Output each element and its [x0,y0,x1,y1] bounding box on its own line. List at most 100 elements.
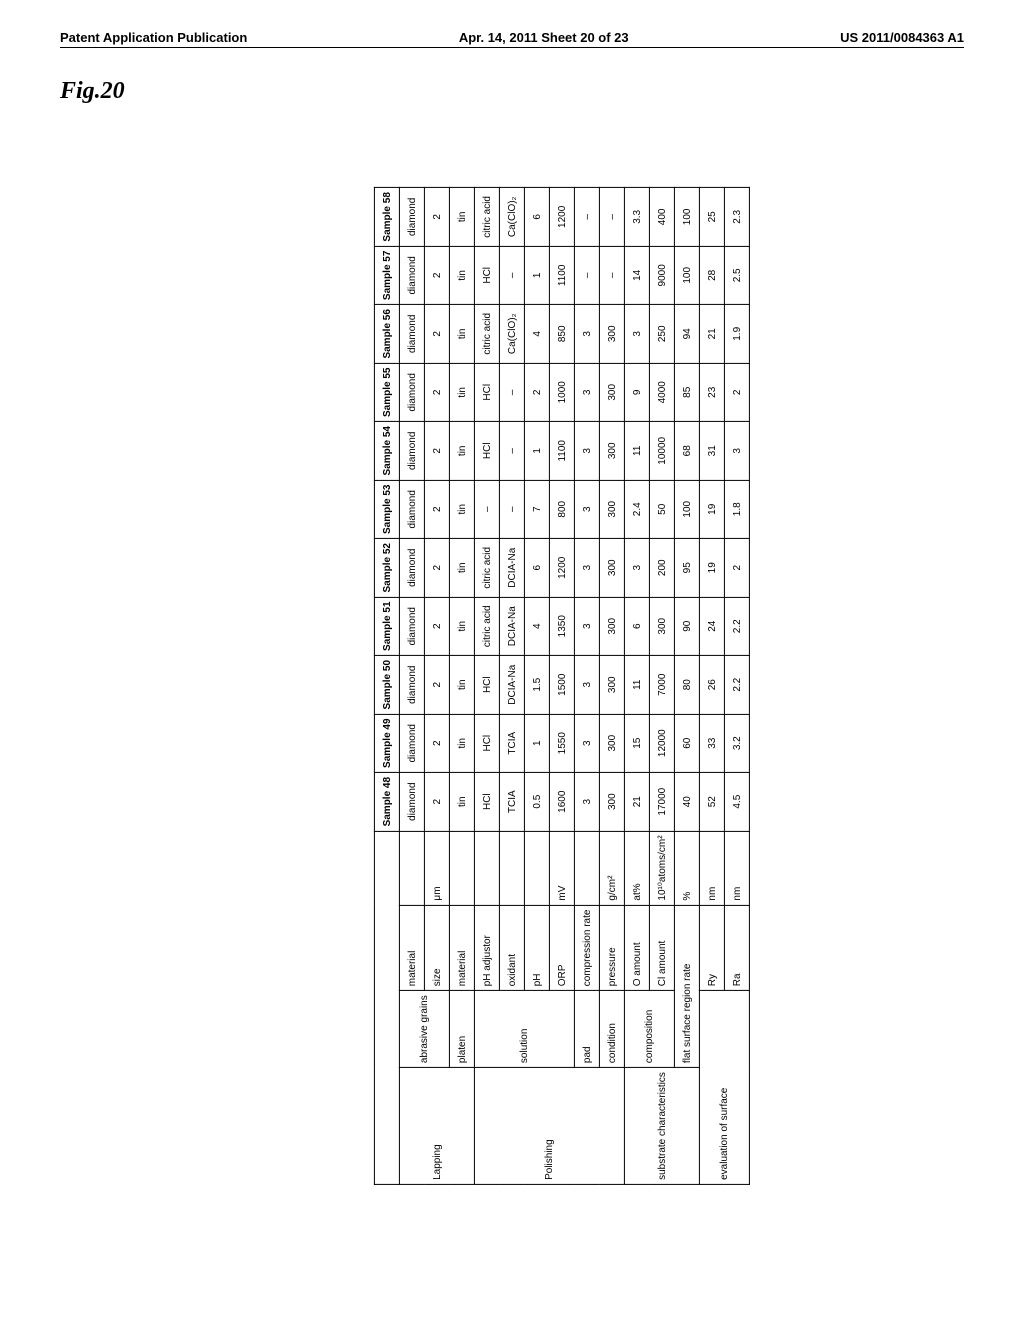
cell: tin [449,480,474,538]
cell: 40 [674,772,699,830]
cell: diamond [399,597,424,655]
cell: 1100 [549,422,574,480]
cell: 3 [574,480,599,538]
unit: nm [699,831,724,905]
cell: 300 [599,305,624,363]
cell: HCl [474,655,499,713]
header-right: US 2011/0084363 A1 [840,30,964,45]
param-orp: ORP [549,905,574,991]
cell: 3 [624,539,649,597]
subgroup-pad: pad [574,991,599,1068]
cell: 2 [724,363,749,421]
param-platen-material: material [449,905,474,991]
cell: 4000 [649,363,674,421]
cell: 6 [624,597,649,655]
cell: 1100 [549,246,574,304]
cell: 4 [524,305,549,363]
cell: – [574,188,599,246]
cell: 15 [624,714,649,772]
param-oxidant: oxidant [499,905,524,991]
cell: HCl [474,422,499,480]
subgroup-solution: solution [474,991,574,1068]
cell: 2 [424,246,449,304]
cell: – [574,246,599,304]
cell: 7 [524,480,549,538]
cell: 21 [699,305,724,363]
cell: citric acid [474,597,499,655]
cell: 3 [574,539,599,597]
cell: TCIA [499,772,524,830]
cell: 3 [724,422,749,480]
cell: 3 [574,772,599,830]
group-evaluation: evaluation of surface [699,991,749,1185]
cell: 3.3 [624,188,649,246]
cell: 1 [524,246,549,304]
cell: tin [449,305,474,363]
cell: 300 [599,655,624,713]
cell: 10000 [649,422,674,480]
sample-header-3: Sample 51 [374,597,399,655]
subgroup-composition: composition [624,991,674,1068]
cell: diamond [399,422,424,480]
cell: 2 [424,597,449,655]
cell: 3 [574,655,599,713]
cell: 26 [699,655,724,713]
sample-header-9: Sample 57 [374,246,399,304]
unit [574,831,599,905]
cell: 7000 [649,655,674,713]
cell: HCl [474,772,499,830]
page-header: Patent Application Publication Apr. 14, … [60,30,964,48]
unit: g/cm² [599,831,624,905]
cell: – [499,422,524,480]
cell: – [499,246,524,304]
cell: 11 [624,422,649,480]
cell: 1.9 [724,305,749,363]
cell: 850 [549,305,574,363]
cell: 3.2 [724,714,749,772]
cell: 19 [699,480,724,538]
cell: HCl [474,246,499,304]
cell: 9 [624,363,649,421]
cell: 4 [524,597,549,655]
cell: tin [449,772,474,830]
unit [474,831,499,905]
cell: 300 [599,597,624,655]
group-substrate: substrate characteristics [624,1068,699,1185]
unit: μm [424,831,449,905]
param-ph: pH [524,905,549,991]
cell: 0.5 [524,772,549,830]
cell: 100 [674,246,699,304]
cell: 6 [524,539,549,597]
cell: 2 [424,480,449,538]
cell: 60 [674,714,699,772]
cell: 1600 [549,772,574,830]
cell: 3 [574,305,599,363]
cell: 94 [674,305,699,363]
cell: 25 [699,188,724,246]
cell: 28 [699,246,724,304]
cell: Ca(ClO)₂ [499,188,524,246]
cell: tin [449,539,474,597]
cell: 50 [649,480,674,538]
figure-label: Fig.20 [60,78,125,105]
header-center: Apr. 14, 2011 Sheet 20 of 23 [459,30,629,45]
cell: 1 [524,714,549,772]
cell: 14 [624,246,649,304]
param-ra: Ra [724,905,749,991]
cell: 100 [674,188,699,246]
cell: tin [449,246,474,304]
cell: 1550 [549,714,574,772]
cell: tin [449,597,474,655]
cell: 4.5 [724,772,749,830]
cell: 1200 [549,539,574,597]
unit: at% [624,831,649,905]
cell: 2 [424,772,449,830]
unit: 10¹⁰atoms/cm² [649,831,674,905]
cell: 300 [649,597,674,655]
sample-header-7: Sample 55 [374,363,399,421]
param-flat-surface-rate: flat surface region rate [674,905,699,1068]
sample-header-1: Sample 49 [374,714,399,772]
cell: 12000 [649,714,674,772]
cell: 2 [424,188,449,246]
cell: tin [449,422,474,480]
